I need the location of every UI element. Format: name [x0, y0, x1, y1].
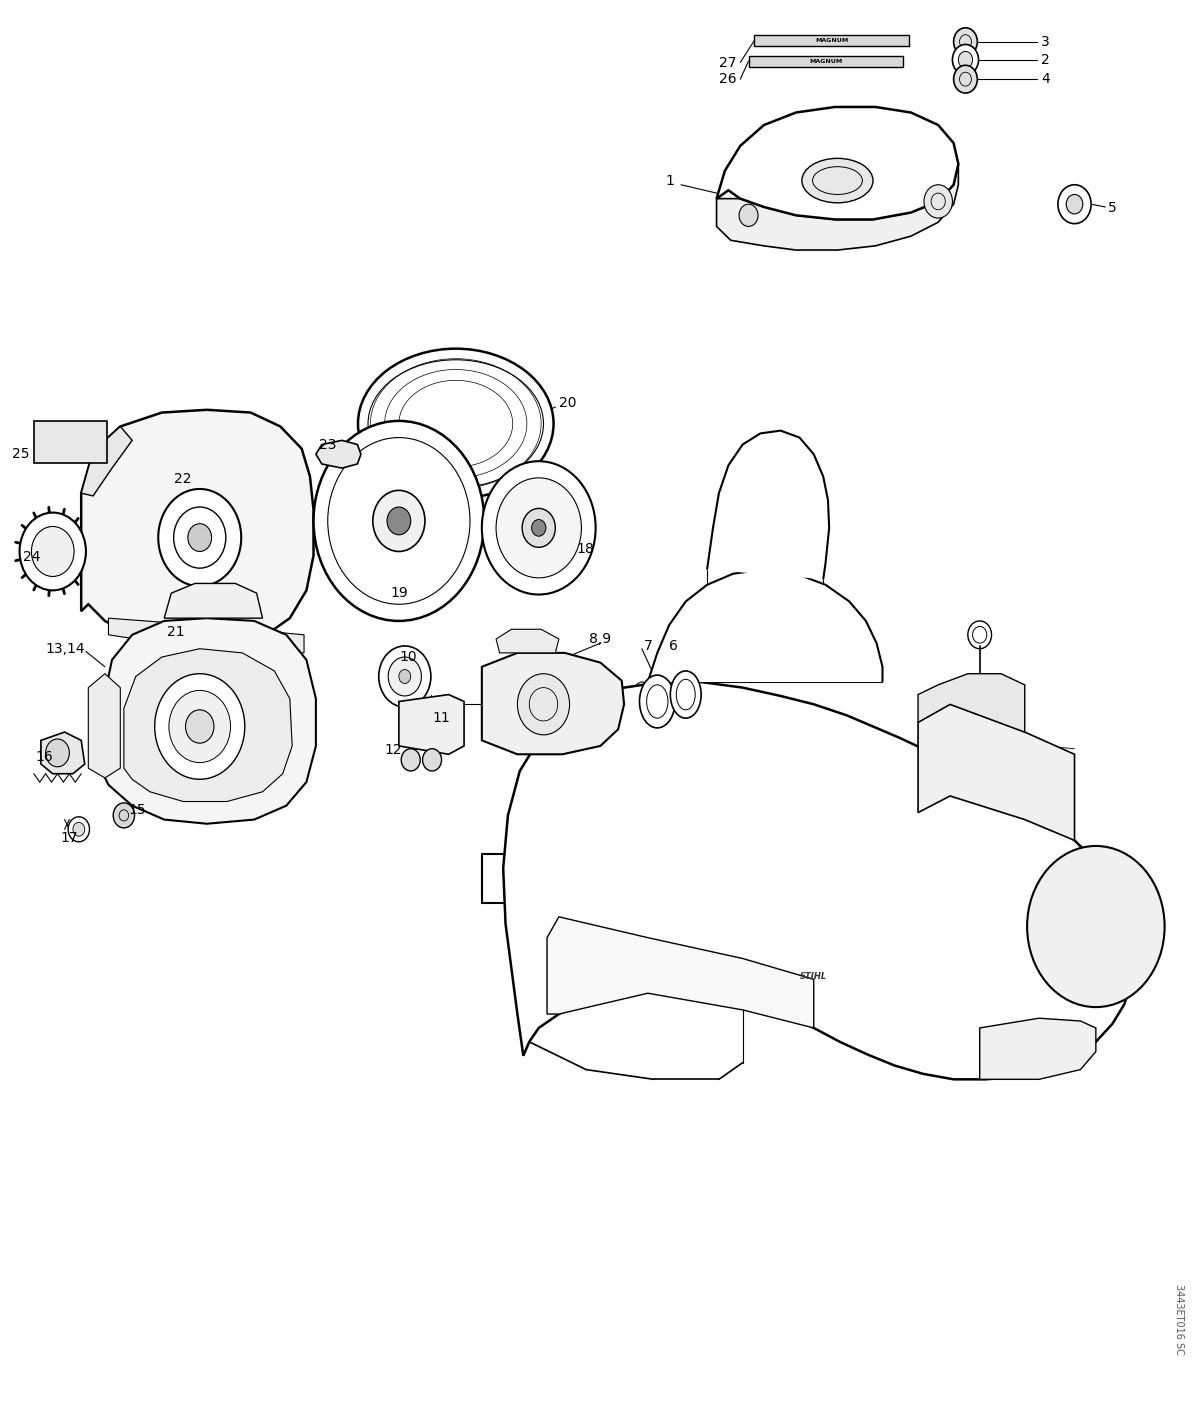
Circle shape: [496, 478, 582, 578]
Polygon shape: [164, 584, 263, 619]
Circle shape: [379, 645, 431, 707]
Polygon shape: [108, 619, 304, 652]
Text: 1: 1: [665, 174, 674, 188]
Circle shape: [68, 817, 90, 842]
Polygon shape: [82, 427, 132, 495]
Polygon shape: [482, 652, 624, 755]
Circle shape: [188, 523, 211, 551]
Text: 20: 20: [559, 396, 576, 410]
Polygon shape: [707, 431, 829, 579]
Circle shape: [1067, 892, 1126, 961]
Circle shape: [522, 508, 556, 547]
Polygon shape: [100, 619, 316, 824]
Circle shape: [1067, 195, 1082, 213]
Text: 6: 6: [670, 638, 678, 652]
Text: 15: 15: [128, 803, 146, 817]
Circle shape: [313, 421, 485, 622]
Text: MAGNUM: MAGNUM: [809, 59, 842, 63]
Polygon shape: [755, 35, 908, 46]
Text: 17: 17: [60, 831, 78, 845]
Polygon shape: [82, 410, 313, 648]
Polygon shape: [89, 673, 120, 777]
Polygon shape: [398, 694, 464, 755]
Circle shape: [388, 506, 410, 535]
Ellipse shape: [671, 671, 701, 718]
Text: 3: 3: [1042, 35, 1050, 49]
Circle shape: [517, 673, 570, 735]
Text: 10: 10: [400, 650, 418, 664]
Text: 16: 16: [35, 751, 53, 765]
Ellipse shape: [802, 159, 874, 203]
Text: STIHL: STIHL: [800, 972, 827, 981]
Circle shape: [46, 739, 70, 767]
Circle shape: [1027, 846, 1165, 1007]
Text: 18: 18: [577, 542, 594, 556]
Circle shape: [158, 490, 241, 586]
Circle shape: [1058, 185, 1091, 223]
Text: 19: 19: [390, 586, 408, 600]
Text: 12: 12: [384, 744, 402, 758]
Text: 26: 26: [719, 72, 737, 86]
Polygon shape: [716, 164, 959, 250]
Polygon shape: [547, 916, 814, 1028]
Polygon shape: [749, 56, 902, 67]
Polygon shape: [124, 648, 292, 801]
Circle shape: [953, 45, 978, 74]
Text: 7: 7: [644, 638, 653, 652]
Polygon shape: [496, 630, 559, 652]
Text: MAGNUM: MAGNUM: [815, 38, 848, 42]
Circle shape: [19, 512, 86, 591]
Polygon shape: [979, 1019, 1096, 1079]
Circle shape: [954, 28, 977, 56]
Circle shape: [532, 519, 546, 536]
Circle shape: [482, 462, 595, 595]
Polygon shape: [918, 704, 1074, 840]
Circle shape: [169, 690, 230, 763]
Circle shape: [73, 822, 85, 836]
Text: 2: 2: [1042, 53, 1050, 67]
Text: 13,14: 13,14: [46, 641, 85, 655]
Circle shape: [155, 673, 245, 779]
Polygon shape: [648, 570, 882, 682]
Circle shape: [954, 66, 977, 93]
Circle shape: [959, 52, 972, 69]
Text: 24: 24: [23, 550, 41, 564]
Circle shape: [31, 526, 74, 577]
Bar: [34, 421, 107, 463]
Polygon shape: [316, 441, 361, 469]
Circle shape: [739, 205, 758, 226]
Text: 27: 27: [719, 56, 737, 70]
Polygon shape: [918, 673, 1025, 732]
Polygon shape: [41, 732, 85, 773]
Text: 21: 21: [167, 626, 185, 638]
Circle shape: [373, 491, 425, 551]
Text: 22: 22: [174, 473, 192, 487]
Polygon shape: [716, 107, 959, 219]
Text: 23: 23: [319, 438, 336, 452]
Circle shape: [422, 749, 442, 772]
Ellipse shape: [640, 675, 676, 728]
Circle shape: [186, 710, 214, 744]
Text: 4: 4: [1042, 72, 1050, 86]
Circle shape: [924, 185, 953, 217]
Circle shape: [1084, 912, 1108, 940]
Text: 3443ET016 SC: 3443ET016 SC: [1174, 1284, 1184, 1355]
Circle shape: [113, 803, 134, 828]
Ellipse shape: [358, 349, 553, 498]
Text: 11: 11: [432, 711, 450, 725]
Text: 25: 25: [12, 448, 29, 462]
Circle shape: [389, 657, 421, 696]
Circle shape: [398, 669, 410, 683]
Circle shape: [401, 749, 420, 772]
Text: 8,9: 8,9: [589, 631, 612, 645]
Text: 5: 5: [1108, 202, 1116, 216]
Polygon shape: [503, 682, 1134, 1079]
